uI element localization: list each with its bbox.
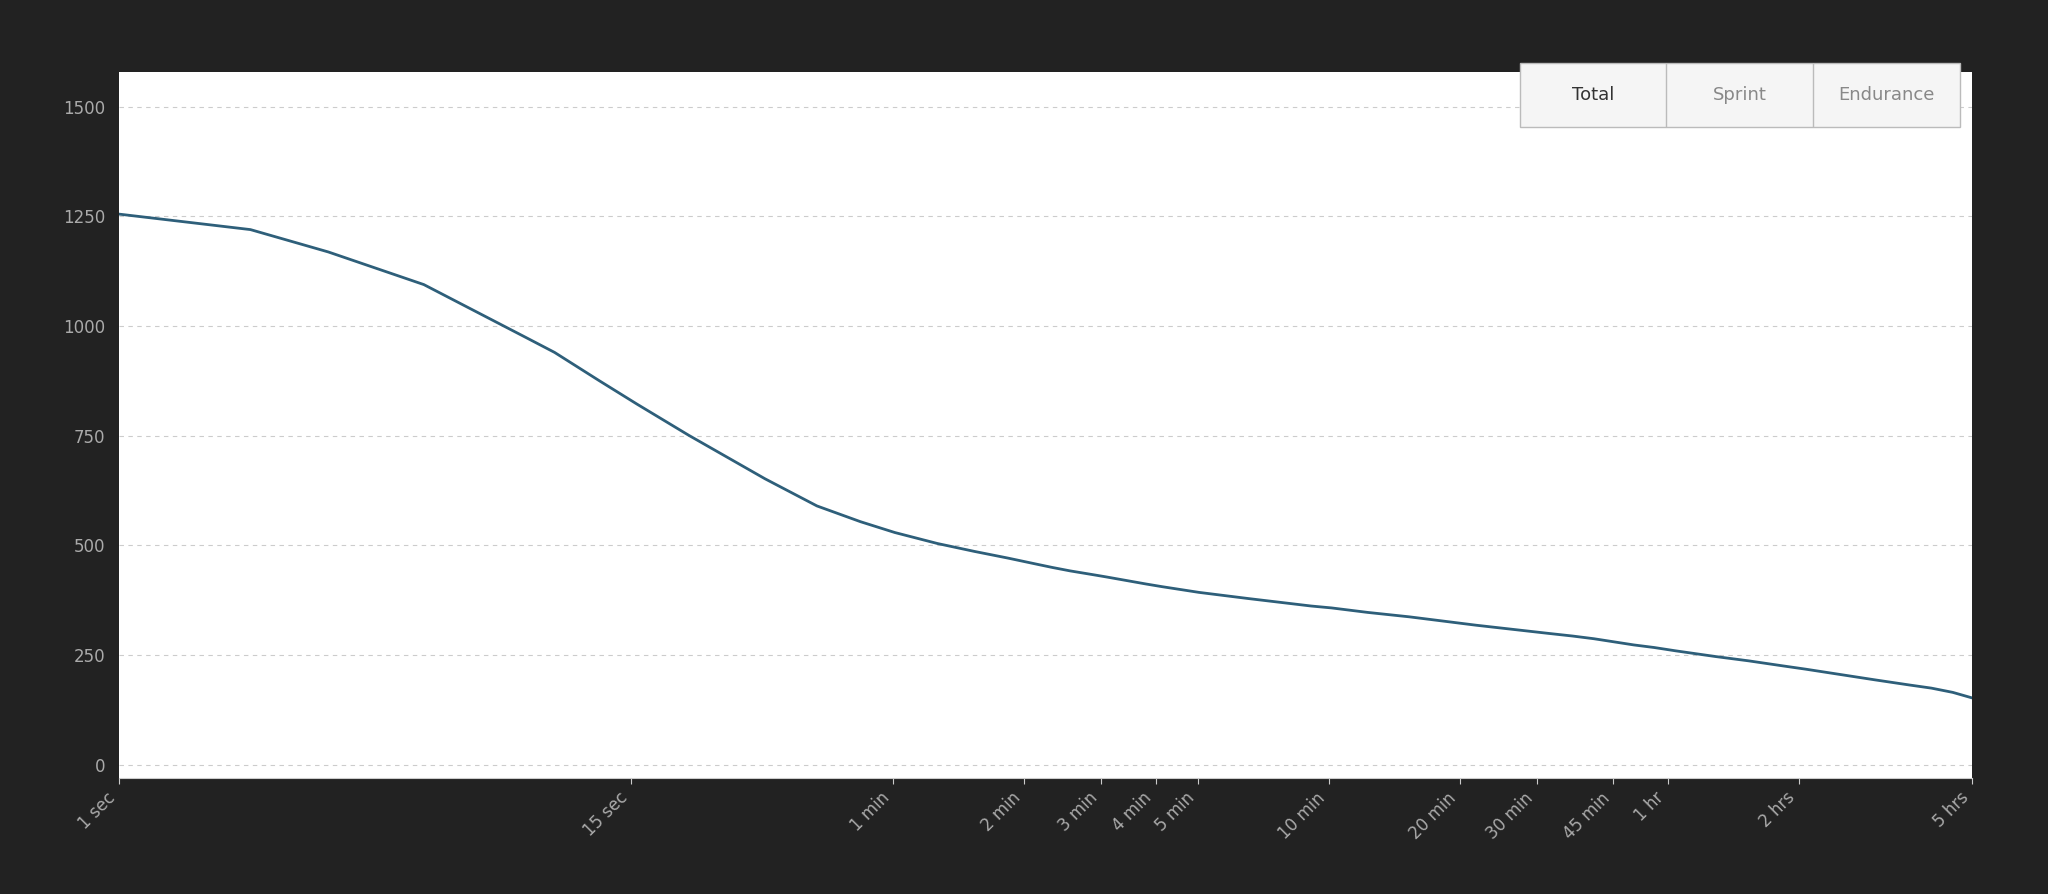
Text: Sprint: Sprint bbox=[1712, 86, 1767, 104]
FancyBboxPatch shape bbox=[1520, 63, 1960, 127]
Text: Endurance: Endurance bbox=[1839, 86, 1935, 104]
Text: Total: Total bbox=[1571, 86, 1614, 104]
